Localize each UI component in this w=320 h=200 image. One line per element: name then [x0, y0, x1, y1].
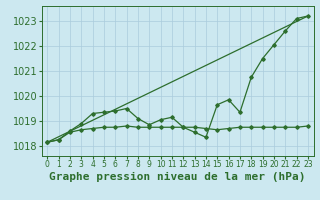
X-axis label: Graphe pression niveau de la mer (hPa): Graphe pression niveau de la mer (hPa)	[49, 172, 306, 182]
